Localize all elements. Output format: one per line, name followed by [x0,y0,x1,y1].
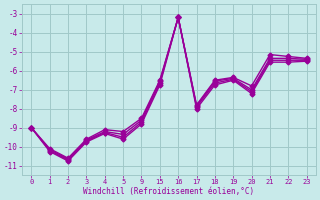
X-axis label: Windchill (Refroidissement éolien,°C): Windchill (Refroidissement éolien,°C) [84,187,255,196]
